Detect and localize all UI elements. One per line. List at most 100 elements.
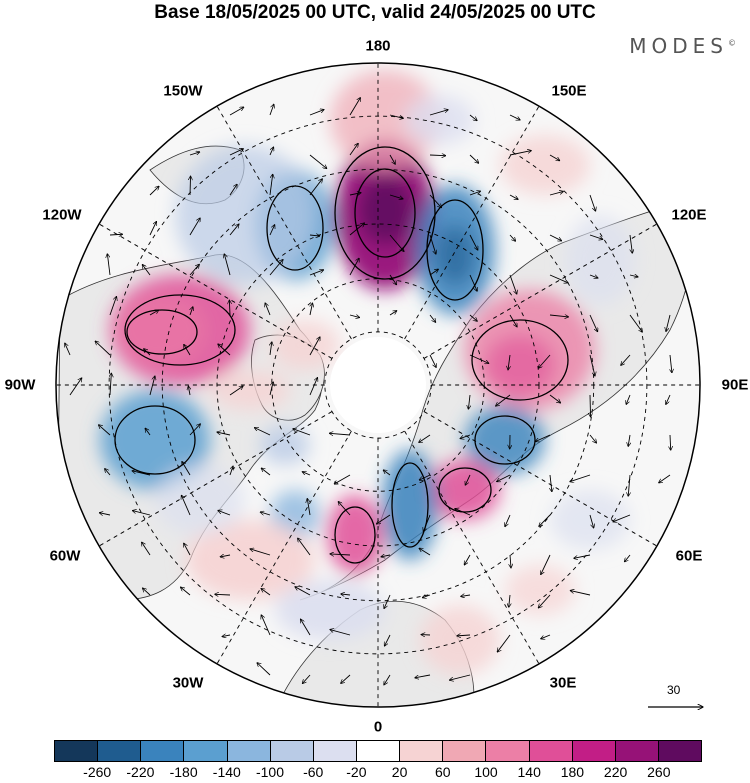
wind-arrow [464, 554, 471, 565]
wind-arrow [384, 634, 391, 646]
wind-arrow [309, 378, 317, 396]
wind-arrow [99, 513, 111, 515]
colorbar-tick-label: -140 [212, 764, 241, 780]
wind-arrow [389, 234, 404, 251]
wind-arrow [659, 474, 671, 483]
colorbar-swatch [615, 741, 659, 761]
wind-arrow [469, 154, 479, 163]
circulation-contour [334, 146, 436, 280]
anomaly-blob [435, 225, 475, 285]
wind-arrow [302, 472, 311, 476]
wind-arrow [549, 394, 561, 403]
meridian-line [404, 430, 540, 665]
wind-arrow [215, 594, 231, 595]
wind-arrow [309, 270, 324, 276]
wind-arrow [329, 433, 351, 435]
wind-arrow [257, 663, 271, 676]
wind-arrow [509, 234, 516, 241]
colorbar-tick-label: 180 [560, 764, 585, 780]
lon-label-120e: 120E [671, 206, 707, 224]
colorbar-tick-label: -100 [255, 764, 285, 780]
anomaly-blob [270, 320, 340, 370]
wind-arrow [549, 154, 560, 161]
wind-arrow [229, 224, 239, 236]
wind-arrow [626, 394, 631, 404]
wind-arrow [300, 619, 311, 636]
wind-arrow [469, 114, 477, 121]
wind-arrow [218, 510, 231, 516]
wind-arrow [629, 314, 642, 332]
wind-arrow [509, 594, 510, 607]
wind-arrow [509, 194, 518, 199]
wind-arrow [666, 314, 671, 331]
wind-arrow [142, 542, 151, 556]
wind-arrow [145, 428, 151, 436]
wind-arrow [132, 511, 151, 516]
lon-label-150w: 150W [163, 82, 203, 100]
anomaly-blob [550, 490, 630, 550]
wind-arrow [220, 555, 231, 557]
modes-logo: MODES© [629, 34, 736, 58]
wind-arrow [254, 428, 271, 436]
logo-text: MODES [629, 34, 728, 58]
wind-arrow [309, 179, 322, 196]
anomaly-blob [382, 450, 438, 560]
wind-arrow [570, 474, 591, 482]
wind-arrow [224, 254, 231, 276]
meridian-line [216, 430, 352, 665]
wind-vectors [65, 98, 672, 685]
wind-arrow [217, 432, 231, 436]
wind-arrow [383, 470, 391, 476]
wind-arrow [589, 354, 595, 376]
anomaly-blob [185, 520, 315, 600]
colorbar-tick-label: -20 [346, 764, 367, 780]
wind-arrow [429, 269, 438, 276]
wind-arrow [189, 218, 200, 236]
wind-arrow [590, 394, 591, 417]
wind-arrow [624, 554, 631, 562]
wind-arrow [538, 354, 551, 368]
colorbar-swatch [400, 741, 444, 761]
wind-arrow [613, 514, 631, 522]
wind-arrow [468, 394, 470, 409]
wind-arrow [260, 512, 271, 516]
colorbar-swatch [141, 741, 185, 761]
reference-vector-label: 30 [667, 683, 681, 697]
wind-arrow [419, 474, 431, 480]
circulation-contour [474, 415, 536, 465]
colorbar-swatch [443, 741, 487, 761]
wind-arrow [461, 595, 471, 596]
anomaly-blob [260, 425, 310, 465]
wind-arrow [550, 474, 552, 492]
wind-arrow [95, 341, 111, 356]
wind-arrow [307, 499, 311, 516]
pole-cap [330, 337, 426, 433]
anomaly-blob [505, 565, 575, 615]
wind-arrow [429, 155, 446, 156]
wind-arrow [229, 466, 233, 476]
colorbar-swatch [270, 741, 314, 761]
anomaly-blob [485, 335, 555, 395]
wind-arrow [389, 154, 395, 164]
colorbar-tick-label: 260 [647, 764, 671, 780]
circulation-contour [471, 319, 569, 401]
wind-arrow [496, 394, 511, 406]
wind-arrow [670, 354, 672, 373]
lon-label-180: 180 [365, 37, 391, 55]
wind-arrow [181, 495, 191, 516]
wind-arrow [419, 434, 431, 442]
colorbar-swatch [658, 741, 702, 761]
wind-arrow [190, 176, 191, 196]
colorbar-swatch [98, 741, 142, 761]
wind-arrow [381, 555, 391, 557]
wind-arrow [589, 514, 594, 528]
wind-arrow [261, 468, 271, 476]
wind-arrow [69, 378, 82, 396]
wind-arrow [457, 635, 471, 636]
wind-arrow [535, 434, 551, 442]
circulation-contour [334, 506, 376, 564]
meridian-line [423, 223, 658, 359]
wind-arrow [341, 594, 351, 595]
wind-arrow [181, 587, 191, 596]
wind-arrow [549, 274, 568, 283]
